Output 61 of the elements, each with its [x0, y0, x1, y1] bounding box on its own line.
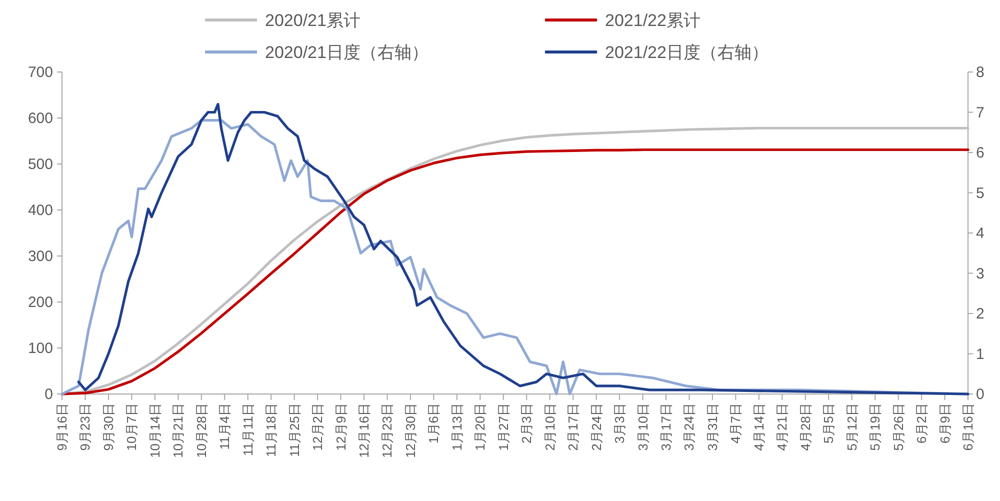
x-tick-label: 3月24日	[682, 403, 697, 451]
x-tick-label: 12月23日	[380, 403, 395, 458]
x-tick-label: 5月5日	[821, 403, 836, 444]
x-tick-label: 9月23日	[78, 403, 93, 451]
x-tick-label: 3月31日	[704, 403, 720, 451]
x-tick-label: 12月9日	[333, 403, 348, 451]
y2-tick-label: 8	[976, 64, 984, 81]
y-tick-label: 400	[28, 202, 53, 219]
x-tick-label: 3月3日	[612, 403, 628, 444]
x-tick-label: 4月21日	[774, 403, 790, 451]
x-tick-label: 6月2日	[914, 403, 930, 444]
y2-tick-label: 2	[976, 306, 984, 322]
x-tick-label: 11月4日	[217, 403, 232, 450]
x-tick-label: 4月28日	[798, 403, 813, 451]
y2-tick-label: 1	[976, 346, 984, 363]
x-tick-label: 12月16日	[356, 403, 372, 458]
x-tick-label: 1月27日	[496, 403, 511, 451]
legend-label: 2020/21累计	[265, 11, 360, 30]
legend-label: 2021/22累计	[605, 11, 700, 30]
x-tick-label: 2月17日	[566, 403, 581, 451]
x-tick-label: 10月7日	[124, 403, 140, 451]
legend-label: 2020/21日度（右轴）	[265, 43, 428, 62]
y2-tick-label: 0	[976, 386, 984, 403]
x-tick-label: 4月14日	[751, 403, 766, 451]
x-tick-label: 1月20日	[472, 403, 488, 451]
x-tick-label: 12月2日	[310, 403, 326, 451]
y2-tick-label: 4	[976, 225, 984, 242]
x-tick-label: 9月16日	[54, 403, 70, 451]
y2-tick-label: 6	[976, 144, 984, 162]
x-tick-label: 6月16日	[960, 403, 976, 451]
x-tick-label: 4月7日	[728, 403, 744, 444]
x-tick-label: 6月9日	[937, 403, 952, 444]
x-tick-label: 11月11日	[240, 403, 256, 456]
y2-tick-label: 5	[976, 184, 984, 202]
x-tick-label: 1月6日	[426, 403, 442, 444]
y2-tick-label: 7	[976, 104, 984, 122]
x-tick-label: 2月24日	[588, 403, 604, 451]
x-tick-label: 5月26日	[890, 403, 906, 451]
x-tick-label: 9月30日	[100, 403, 116, 451]
x-tick-label: 2月3日	[519, 403, 534, 444]
x-tick-label: 10月14日	[147, 403, 162, 458]
y-tick-label: 600	[28, 110, 53, 127]
x-tick-label: 12月30日	[402, 403, 418, 458]
x-tick-label: 11月18日	[264, 403, 279, 457]
legend-label: 2021/22日度（右轴）	[605, 43, 768, 62]
y-tick-label: 0	[44, 386, 53, 403]
x-tick-label: 11月25日	[286, 403, 302, 457]
x-tick-label: 1月13日	[449, 403, 464, 451]
x-tick-label: 3月10日	[635, 403, 650, 451]
y-tick-label: 500	[28, 156, 53, 173]
x-tick-label: 2月10日	[542, 403, 558, 451]
y-tick-label: 300	[28, 248, 53, 265]
x-tick-label: 10月28日	[194, 403, 209, 458]
y-tick-label: 700	[28, 64, 53, 81]
y-tick-label: 100	[28, 340, 53, 357]
x-tick-label: 3月17日	[658, 403, 674, 451]
y2-tick-label: 3	[976, 265, 984, 282]
x-tick-label: 5月12日	[844, 403, 860, 451]
x-tick-label: 5月19日	[868, 403, 883, 451]
y-tick-label: 200	[28, 294, 53, 311]
x-tick-label: 10月21日	[170, 403, 186, 458]
